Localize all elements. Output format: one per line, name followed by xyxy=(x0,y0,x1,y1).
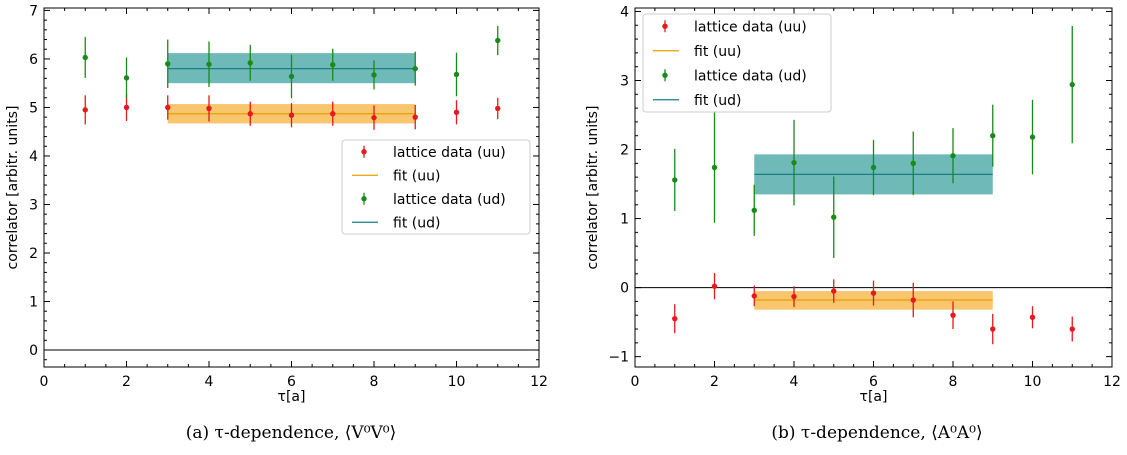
legend: lattice data (uu) fit (uu) lattice data (u… xyxy=(341,139,531,235)
legend: lattice data (uu) fit (uu) lattice data (u… xyxy=(642,13,832,113)
data-point xyxy=(950,312,956,318)
data-point xyxy=(672,315,678,322)
data-point xyxy=(711,164,718,171)
data-point xyxy=(165,104,171,111)
data-point xyxy=(990,326,996,332)
y-tick-label: 2 xyxy=(620,143,629,159)
x-axis-label: τ[a] xyxy=(278,389,306,405)
x-tick-label: 12 xyxy=(1103,374,1121,390)
data-point xyxy=(165,61,171,67)
data-point xyxy=(206,61,212,67)
data-point xyxy=(1029,314,1036,320)
y-tick-label: 5 xyxy=(29,100,38,116)
data-point xyxy=(831,288,837,294)
x-tick-label: 10 xyxy=(1024,374,1042,390)
data-point xyxy=(751,293,757,299)
data-point xyxy=(206,105,212,112)
data-point xyxy=(330,62,336,68)
data-point xyxy=(1069,326,1075,332)
legend-label: fit (ud) xyxy=(393,215,440,231)
data-point xyxy=(412,65,418,72)
data-point xyxy=(1069,81,1075,88)
y-tick-label: 0 xyxy=(620,281,629,297)
y-tick-label: 4 xyxy=(620,4,629,20)
data-point xyxy=(791,159,797,166)
x-tick-label: 10 xyxy=(448,374,466,390)
legend-label: lattice data (ud) xyxy=(694,68,807,84)
x-tick-label: 6 xyxy=(287,374,296,390)
legend-label: fit (ud) xyxy=(694,93,741,109)
data-point xyxy=(288,73,295,80)
data-point xyxy=(495,37,501,44)
data-point xyxy=(371,114,377,121)
data-point xyxy=(791,293,797,300)
data-point xyxy=(711,283,718,289)
data-point xyxy=(371,72,377,78)
y-tick-label: −1 xyxy=(608,350,629,366)
data-point xyxy=(910,297,916,303)
y-tick-label: 0 xyxy=(29,343,38,359)
data-point xyxy=(990,133,996,139)
x-axis-label: τ[a] xyxy=(860,389,888,405)
data-point xyxy=(831,214,837,220)
data-point xyxy=(247,111,253,117)
legend-marker xyxy=(662,23,668,29)
legend-box xyxy=(341,139,531,235)
x-tick-label: 0 xyxy=(631,374,640,390)
legend-label: lattice data (uu) xyxy=(694,19,807,35)
data-point xyxy=(82,54,88,61)
legend-box xyxy=(642,13,832,113)
data-point xyxy=(1029,134,1036,140)
data-point xyxy=(870,164,877,171)
y-tick-label: 1 xyxy=(29,295,38,311)
y-axis-label: correlator [arbitr. units] xyxy=(585,106,601,270)
y-tick-label: 1 xyxy=(620,212,629,228)
figure-caption: (b) τ-dependence, ⟨A⁰A⁰⟩ xyxy=(771,423,982,443)
y-tick-label: 3 xyxy=(620,73,629,89)
data-point xyxy=(123,104,130,111)
data-point xyxy=(247,60,253,66)
data-point xyxy=(870,290,877,296)
x-tick-label: 4 xyxy=(205,374,214,390)
legend-label: fit (uu) xyxy=(694,44,741,60)
data-point xyxy=(330,111,336,117)
y-tick-label: 2 xyxy=(29,246,38,262)
data-point xyxy=(672,177,678,183)
data-point xyxy=(412,114,418,120)
legend-label: fit (uu) xyxy=(393,168,440,184)
legend-marker xyxy=(662,72,668,78)
data-point xyxy=(453,109,460,116)
data-point xyxy=(453,71,460,78)
legend-marker xyxy=(361,149,367,155)
x-tick-label: 8 xyxy=(370,374,379,390)
data-point xyxy=(495,105,501,112)
data-point xyxy=(910,160,916,167)
y-tick-label: 3 xyxy=(29,197,38,213)
x-tick-label: 6 xyxy=(869,374,878,390)
data-point xyxy=(288,112,295,118)
data-point xyxy=(751,207,757,213)
x-tick-label: 2 xyxy=(122,374,131,390)
y-tick-label: 7 xyxy=(29,3,38,19)
x-tick-label: 8 xyxy=(949,374,958,390)
data-point xyxy=(82,107,88,113)
x-tick-label: 2 xyxy=(710,374,719,390)
x-tick-label: 12 xyxy=(530,374,548,390)
legend-marker xyxy=(361,196,367,202)
x-tick-label: 0 xyxy=(40,374,49,390)
y-axis-label: correlator [arbitr. units] xyxy=(5,106,21,270)
figure-caption: (a) τ-dependence, ⟨V⁰V⁰⟩ xyxy=(186,423,397,443)
data-point xyxy=(123,75,130,81)
legend-label: lattice data (ud) xyxy=(393,192,506,208)
y-tick-label: 6 xyxy=(29,52,38,68)
legend-label: lattice data (uu) xyxy=(393,145,506,161)
y-tick-label: 4 xyxy=(29,149,38,165)
data-point xyxy=(950,153,956,159)
x-tick-label: 4 xyxy=(790,374,799,390)
